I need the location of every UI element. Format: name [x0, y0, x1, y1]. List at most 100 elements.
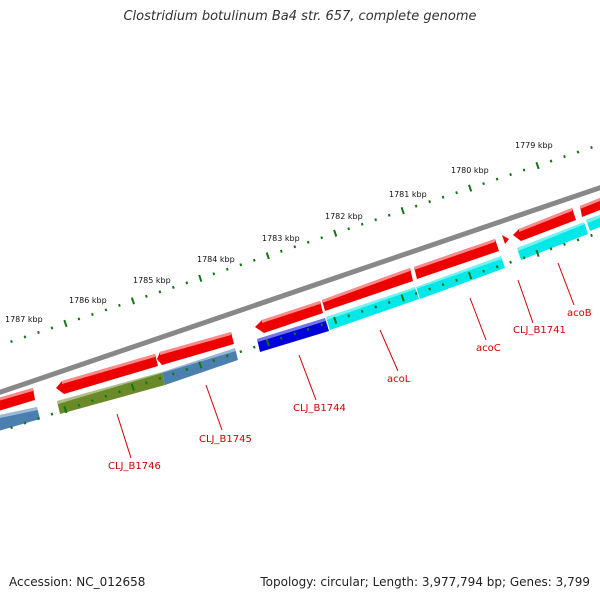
- scale-minor-tick: [212, 272, 216, 276]
- accession-text: Accession: NC_012658: [9, 575, 146, 589]
- cds-arrow: [414, 239, 499, 279]
- scale-minor-tick: [104, 308, 108, 312]
- scale-minor-tick: [239, 263, 243, 267]
- scale-major-tick: [130, 297, 135, 305]
- scale-minor-tick: [23, 421, 27, 425]
- scale-minor-tick: [549, 247, 553, 251]
- scale-major-tick: [63, 405, 68, 414]
- scale-minor-tick: [279, 336, 283, 340]
- feature-highlight: [0, 214, 600, 418]
- feature-track: [0, 214, 600, 431]
- cds-track: [0, 198, 600, 411]
- scale-minor-tick: [441, 195, 445, 199]
- scale-minor-tick: [414, 204, 418, 208]
- scale-minor-tick: [509, 172, 512, 177]
- cds-arrow: [502, 235, 509, 244]
- scale-minor-tick: [374, 218, 378, 222]
- scale-minor-tick: [118, 390, 121, 394]
- scale-minor-tick: [252, 345, 256, 349]
- scale-minor-tick: [563, 242, 566, 246]
- cds-arrow: [322, 268, 413, 311]
- scale-minor-tick: [428, 200, 432, 204]
- cds-arrow: [513, 208, 576, 241]
- label-leader-lines: [116, 262, 575, 459]
- scale-minor-tick: [91, 399, 94, 403]
- inner-scale-ring: [0, 233, 593, 435]
- scale-major-tick: [63, 319, 68, 328]
- gene-label-acoc: acoC: [476, 343, 501, 354]
- scale-minor-tick: [185, 281, 189, 285]
- scale-minor-tick: [509, 260, 512, 264]
- leader-line: [557, 262, 575, 306]
- scale-minor-tick: [347, 314, 351, 318]
- cds-arrow: [157, 332, 234, 365]
- scale-minor-tick: [10, 425, 13, 430]
- gene-label-clj-b1744: CLJ_B1744: [293, 403, 346, 414]
- scale-minor-tick: [77, 317, 81, 321]
- scale-minor-tick: [576, 238, 580, 242]
- scale-minor-tick: [549, 159, 553, 163]
- scale-minor-tick: [145, 381, 148, 385]
- tick-label-1784: 1784 kbp: [197, 255, 235, 264]
- scale-minor-tick: [360, 309, 364, 313]
- scale-major-tick: [535, 161, 540, 170]
- gene-label-acol: acoL: [387, 374, 411, 385]
- tick-label-1781: 1781 kbp: [389, 190, 427, 199]
- scale-minor-tick: [414, 291, 418, 296]
- scale-minor-tick: [158, 290, 162, 294]
- scale-major-tick: [400, 294, 405, 302]
- scale-minor-tick: [104, 394, 108, 398]
- gene-label-clj-b1741: CLJ_B1741: [513, 325, 566, 336]
- scale-minor-tick: [37, 417, 40, 421]
- gene-label-clj-b1745: CLJ_B1745: [199, 434, 252, 445]
- tick-label-1785: 1785 kbp: [133, 276, 171, 285]
- leader-line: [116, 413, 132, 459]
- scale-minor-tick: [360, 222, 364, 226]
- scale-minor-tick: [50, 412, 54, 416]
- scale-minor-tick: [590, 233, 593, 238]
- scale-major-tick: [130, 383, 135, 392]
- scale-major-tick: [265, 252, 270, 260]
- scale-minor-tick: [158, 376, 162, 380]
- scale-minor-tick: [23, 335, 27, 339]
- scale-major-tick: [333, 229, 338, 237]
- tick-label-1786: 1786 kbp: [69, 296, 107, 305]
- map-title: Clostridium botulinum Ba4 str. 657, comp…: [123, 9, 477, 24]
- scale-major-tick: [333, 316, 338, 325]
- leader-line: [205, 384, 223, 431]
- cds-highlight: [0, 198, 600, 401]
- cds-arrow: [255, 301, 323, 333]
- scale-minor-tick: [225, 354, 229, 358]
- tick-label-1782: 1782 kbp: [325, 212, 363, 221]
- scale-minor-tick: [118, 303, 121, 307]
- feature-block-cyan: [586, 214, 600, 231]
- scale-minor-tick: [576, 150, 580, 154]
- scale-minor-tick: [212, 358, 216, 363]
- scale-minor-tick: [306, 240, 310, 244]
- scale-minor-tick: [374, 305, 378, 309]
- gene-label-clj-b1746: CLJ_B1746: [108, 461, 161, 472]
- feature-block-cyan: [517, 222, 588, 260]
- scale-minor-tick: [293, 245, 297, 249]
- scale-minor-tick: [91, 312, 94, 317]
- scale-major-tick: [198, 274, 203, 283]
- genome-summary-text: Topology: circular; Length: 3,977,794 bp…: [260, 575, 590, 589]
- scale-minor-tick: [563, 154, 566, 159]
- scale-minor-tick: [522, 168, 526, 172]
- scale-major-tick: [468, 184, 473, 192]
- scale-minor-tick: [185, 367, 189, 372]
- scale-minor-tick: [387, 300, 391, 305]
- feature-block-olive: [57, 372, 165, 414]
- cds-arrow: [0, 388, 35, 411]
- scale-minor-tick: [320, 236, 324, 240]
- tick-label-1779: 1779 kbp: [515, 141, 553, 150]
- scale-minor-tick: [455, 191, 458, 195]
- gene-labels: CLJ_B1746 CLJ_B1745 CLJ_B1744 acoL acoC …: [108, 308, 592, 472]
- scale-minor-tick: [252, 258, 256, 262]
- leader-line: [517, 279, 534, 324]
- scale-minor-tick: [171, 372, 175, 376]
- tick-label-1787: 1787 kbp: [5, 315, 43, 324]
- leader-line: [379, 329, 399, 372]
